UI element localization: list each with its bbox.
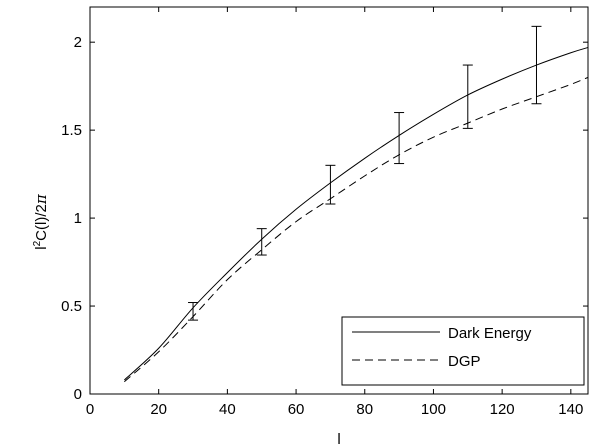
x-tick-label: 120: [490, 401, 515, 418]
x-tick-label: 40: [219, 401, 236, 418]
series-line-dark-energy: [124, 46, 589, 381]
y-axis-label-superscript: 2: [32, 240, 43, 246]
legend-label-dark-energy: Dark Energy: [448, 325, 532, 342]
y-axis-label-part: l: [33, 246, 50, 249]
y-axis-label: l2C(l)/2π: [32, 193, 50, 250]
ticks: 0 20 40 60 80 100 120 140 0 0.5 1 1.5 2: [61, 7, 588, 418]
x-tick-label: 20: [150, 401, 167, 418]
y-axis-label-pi: π: [32, 193, 50, 205]
y-tick-label: 1.5: [61, 122, 82, 139]
axes: [89, 6, 589, 395]
legend-box: [341, 316, 585, 386]
y-tick-label: 2: [74, 34, 82, 51]
x-tick-label: 80: [356, 401, 373, 418]
legend-label-dgp: DGP: [448, 353, 481, 370]
legend: Dark Energy DGP: [341, 316, 585, 386]
x-tick-label: 140: [558, 401, 583, 418]
x-tick-label: 0: [86, 401, 94, 418]
y-tick-label: 0: [74, 386, 82, 403]
plot-frame: [89, 6, 589, 395]
y-axis-label-part: C(l)/2: [33, 204, 50, 241]
series-layer: [124, 46, 589, 383]
y-tick-label: 0.5: [61, 298, 82, 315]
error-bars: [188, 25, 542, 321]
x-axis-label: l: [337, 431, 340, 445]
y-tick-label: 1: [74, 210, 82, 227]
series-line-dgp: [124, 76, 589, 383]
x-tick-label: 60: [288, 401, 305, 418]
x-tick-label: 100: [421, 401, 446, 418]
